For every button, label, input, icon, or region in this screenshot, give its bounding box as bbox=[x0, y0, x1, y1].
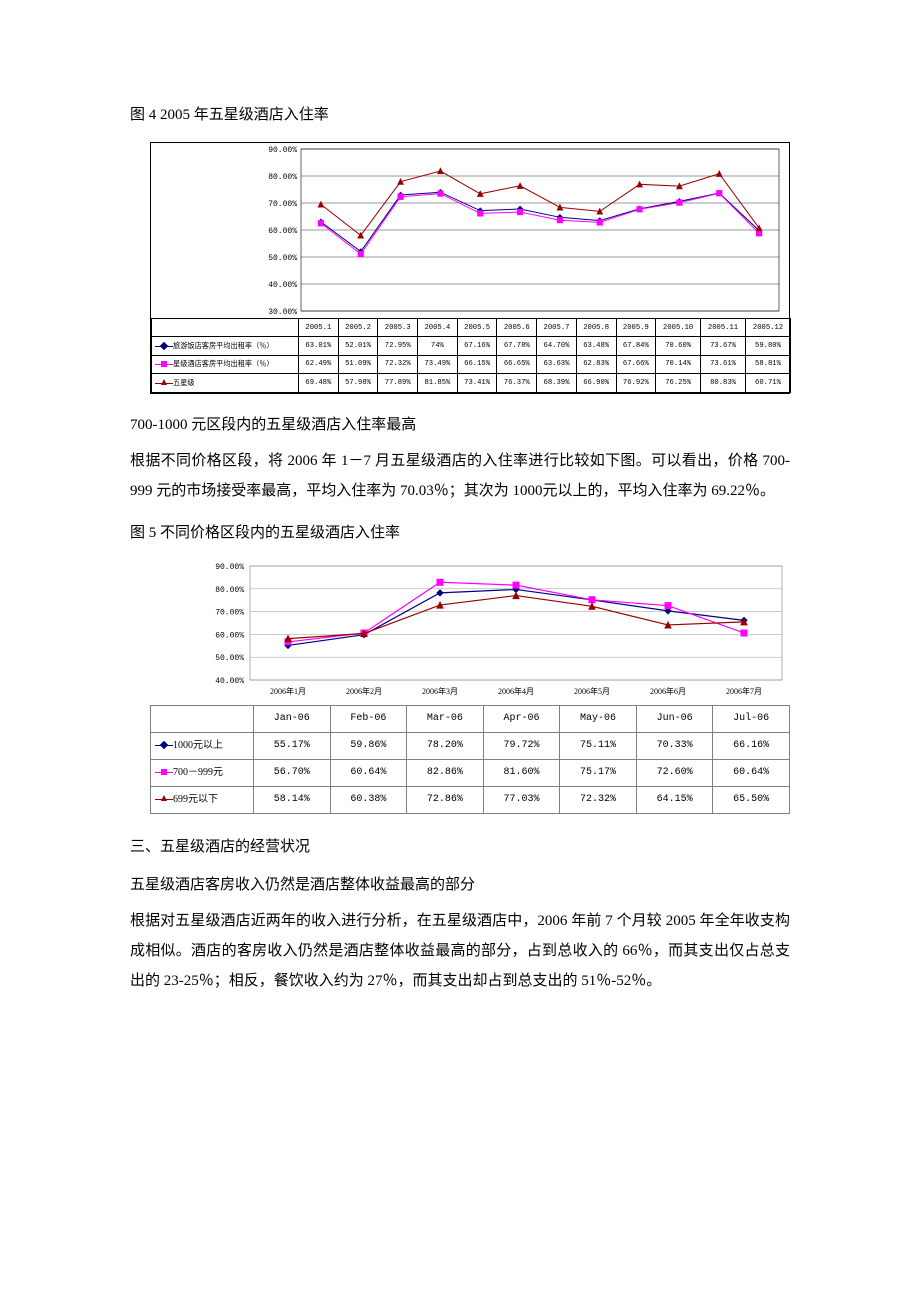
figure-4-svg: 30.00% 40.00% 50.00% 60.00% 70.00% 80.00% 90.0… bbox=[151, 143, 789, 318]
svg-text:2006年2月: 2006年2月 bbox=[346, 686, 382, 696]
figure-4-data-table: 2005.12005.22005.32005.42005.52005.62005… bbox=[151, 318, 791, 393]
svg-text:2006年7月: 2006年7月 bbox=[726, 686, 762, 696]
svg-text:2006年5月: 2006年5月 bbox=[574, 686, 610, 696]
figure-5-chart: 40.00% 50.00% 60.00% 70.00% 80.00% 90.00% 2006… bbox=[150, 560, 790, 814]
figure-5-data-table: Jan-06Feb-06Mar-06Apr-06May-06Jun-06Jul-… bbox=[150, 705, 790, 814]
svg-text:60.00%: 60.00% bbox=[268, 227, 297, 236]
svg-text:90.00%: 90.00% bbox=[215, 563, 244, 572]
svg-text:2006年3月: 2006年3月 bbox=[422, 686, 458, 696]
document-page: 图 4 2005 年五星级酒店入住率 30.00% 40.00% 50.00% 60.… bbox=[0, 0, 920, 1082]
svg-text:2006年4月: 2006年4月 bbox=[498, 686, 534, 696]
section-3-body: 根据对五星级酒店近两年的收入进行分析，在五星级酒店中，2006 年前 7 个月较… bbox=[130, 906, 790, 996]
svg-text:40.00%: 40.00% bbox=[268, 281, 297, 290]
figure-5-svg: 40.00% 50.00% 60.00% 70.00% 80.00% 90.00% 2006… bbox=[150, 560, 790, 705]
svg-text:2006年1月: 2006年1月 bbox=[270, 686, 306, 696]
section-3-subheading: 五星级酒店客房收入仍然是酒店整体收益最高的部分 bbox=[130, 870, 790, 900]
svg-text:70.00%: 70.00% bbox=[268, 200, 297, 209]
svg-text:70.00%: 70.00% bbox=[215, 608, 244, 617]
svg-text:50.00%: 50.00% bbox=[268, 254, 297, 263]
svg-text:80.00%: 80.00% bbox=[215, 585, 244, 594]
svg-text:40.00%: 40.00% bbox=[215, 677, 244, 686]
paragraph-price-range: 700-1000 元区段内的五星级酒店入住率最高 根据不同价格区段，将 2006… bbox=[130, 410, 790, 506]
figure-4-title: 图 4 2005 年五星级酒店入住率 bbox=[130, 100, 790, 130]
paragraph-price-range-body: 根据不同价格区段，将 2006 年 1－7 月五星级酒店的入住率进行比较如下图。… bbox=[130, 446, 790, 506]
svg-text:90.00%: 90.00% bbox=[268, 146, 297, 155]
section-3-heading: 三、五星级酒店的经营状况 bbox=[130, 832, 790, 862]
svg-text:80.00%: 80.00% bbox=[268, 173, 297, 182]
figure-4-chart: 30.00% 40.00% 50.00% 60.00% 70.00% 80.00% 90.0… bbox=[150, 142, 790, 394]
svg-text:50.00%: 50.00% bbox=[215, 654, 244, 663]
svg-text:30.00%: 30.00% bbox=[268, 308, 297, 317]
svg-text:2006年6月: 2006年6月 bbox=[650, 686, 686, 696]
figure-5-title: 图 5 不同价格区段内的五星级酒店入住率 bbox=[130, 518, 790, 548]
paragraph-price-range-heading: 700-1000 元区段内的五星级酒店入住率最高 bbox=[130, 410, 790, 440]
svg-text:60.00%: 60.00% bbox=[215, 631, 244, 640]
